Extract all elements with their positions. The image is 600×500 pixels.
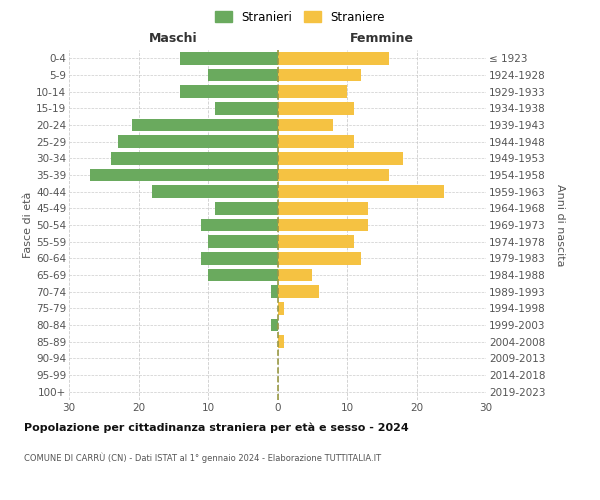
Bar <box>277 102 354 115</box>
Bar <box>277 136 354 148</box>
Bar <box>277 118 333 131</box>
Y-axis label: Anni di nascita: Anni di nascita <box>555 184 565 266</box>
Legend: Stranieri, Straniere: Stranieri, Straniere <box>211 6 389 28</box>
Bar <box>180 86 277 98</box>
Bar <box>271 319 277 331</box>
Bar <box>277 186 444 198</box>
Bar <box>277 236 354 248</box>
Text: Popolazione per cittadinanza straniera per età e sesso - 2024: Popolazione per cittadinanza straniera p… <box>24 422 409 433</box>
Bar <box>277 202 368 214</box>
Bar <box>277 302 284 314</box>
Bar <box>208 269 277 281</box>
Bar <box>277 52 389 64</box>
Bar <box>152 186 277 198</box>
Bar <box>277 252 361 264</box>
Bar <box>131 118 277 131</box>
Bar <box>215 102 277 115</box>
Text: COMUNE DI CARRÙ (CN) - Dati ISTAT al 1° gennaio 2024 - Elaborazione TUTTITALIA.I: COMUNE DI CARRÙ (CN) - Dati ISTAT al 1° … <box>24 452 381 463</box>
Bar <box>215 202 277 214</box>
Bar <box>180 52 277 64</box>
Bar <box>277 286 319 298</box>
Y-axis label: Fasce di età: Fasce di età <box>23 192 33 258</box>
Bar <box>111 152 277 164</box>
Bar <box>277 69 361 82</box>
Bar <box>277 219 368 231</box>
Bar <box>208 69 277 82</box>
Bar <box>271 286 277 298</box>
Text: Maschi: Maschi <box>149 32 197 45</box>
Bar <box>90 169 277 181</box>
Bar <box>118 136 277 148</box>
Bar <box>277 336 284 348</box>
Bar <box>201 252 277 264</box>
Bar <box>201 219 277 231</box>
Bar <box>277 169 389 181</box>
Bar <box>277 86 347 98</box>
Bar <box>277 269 312 281</box>
Bar <box>208 236 277 248</box>
Text: Femmine: Femmine <box>350 32 414 45</box>
Bar <box>277 152 403 164</box>
